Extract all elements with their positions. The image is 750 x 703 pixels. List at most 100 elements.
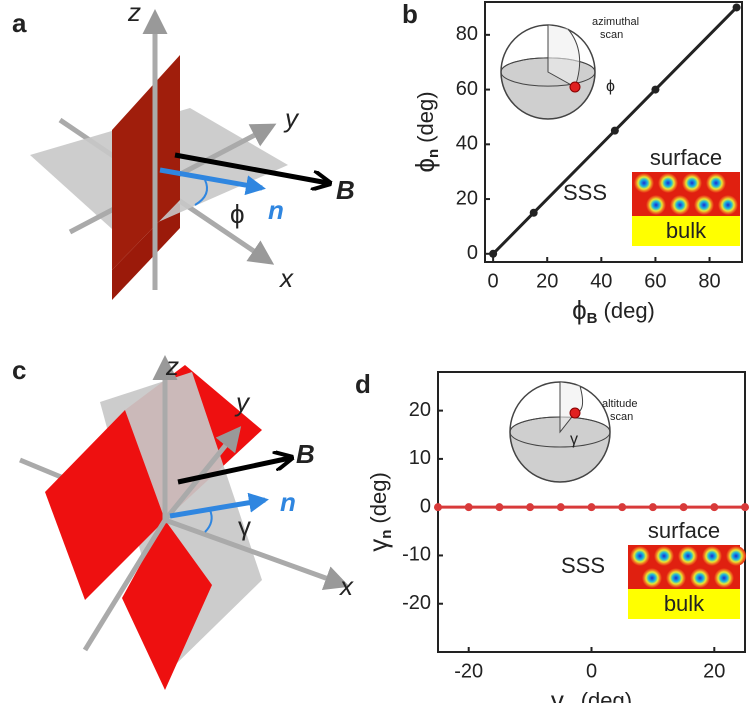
vector-label: B (336, 175, 355, 205)
vector-label: n (280, 487, 296, 517)
inset-angle: ϕ (606, 78, 615, 95)
bulk-layer (628, 589, 740, 619)
inset-text: bulk (666, 218, 707, 243)
plane (100, 372, 262, 668)
y-tick-label: -10 (402, 544, 431, 566)
angle-arc (204, 509, 213, 533)
axis-title-unit: (deg) (581, 688, 632, 703)
sss-spot (702, 546, 722, 566)
y-tick-label: 80 (456, 23, 478, 45)
normal-arrow (159, 167, 266, 196)
axis-title-symbol: ϕ (410, 158, 440, 173)
inset-text: surface (648, 518, 720, 543)
y-tick-label: 40 (456, 133, 478, 155)
sss-spot (630, 546, 650, 566)
x-tick-label: -20 (454, 660, 483, 682)
x-tick-label: 20 (703, 660, 725, 682)
data-point (489, 249, 498, 258)
inset-text: scan (610, 411, 633, 423)
plane (112, 55, 180, 270)
axis-title: γn (deg) (363, 472, 395, 552)
scan-dot (569, 407, 581, 419)
data-point (434, 503, 442, 512)
axis-title-symbol: γ (363, 539, 393, 552)
inset-text: SSS (563, 180, 607, 205)
axis-title-subscript: n (425, 149, 442, 158)
vector-label: n (268, 195, 284, 225)
data-point (556, 503, 565, 512)
axis-title-symbol: ϕ (572, 295, 587, 325)
inset-text: altitude (602, 398, 637, 410)
axis-label: y (234, 387, 251, 417)
sss-spot (634, 173, 654, 193)
scan-dot (569, 81, 581, 93)
y-tick-label: 60 (456, 78, 478, 100)
axis-label: x (278, 263, 294, 293)
field-arrow (174, 152, 328, 183)
data-point (526, 503, 535, 512)
bulk-layer (632, 216, 740, 246)
data-point (679, 503, 688, 512)
axis-title-unit: (deg) (413, 91, 438, 142)
data-point (710, 503, 719, 512)
axis-title: ϕn (deg) (410, 91, 442, 172)
axis-title-symbol: γ (551, 685, 564, 703)
y-tick-label: 20 (409, 399, 431, 421)
y-tick-label: 20 (456, 187, 478, 209)
diagram-c: c z y x B n γ (12, 351, 354, 690)
axis-label: y (283, 103, 300, 133)
y-tick-label: -20 (402, 592, 431, 614)
vector-label: B (296, 439, 315, 469)
axis-title: ϕB (deg) (572, 295, 655, 327)
inset-text: surface (650, 145, 722, 170)
x-tick-label: 40 (590, 270, 612, 292)
axis-label: z (127, 0, 141, 27)
data-point (610, 126, 619, 135)
sss-spot (682, 173, 702, 193)
data-point (741, 503, 749, 512)
inset-text: bulk (664, 591, 705, 616)
sss-spot (706, 173, 726, 193)
sss-spot (654, 546, 674, 566)
plane (45, 410, 165, 600)
data-point (648, 503, 657, 512)
data-point (464, 503, 473, 512)
inset-text: azimuthal (592, 16, 639, 28)
axis-title-subscript: B (587, 310, 598, 327)
axis-label: x (338, 571, 354, 601)
data-point (732, 3, 741, 12)
x-tick-label: 0 (586, 660, 597, 682)
sss-spot (642, 568, 662, 588)
axis-title-subscript: n (378, 530, 395, 539)
angle-arc (194, 179, 208, 206)
sss-spot (646, 195, 666, 215)
sss-spot (726, 546, 746, 566)
sss-spot (666, 568, 686, 588)
axis (164, 517, 350, 590)
panel-label: a (12, 8, 27, 38)
angle-label: γ (238, 511, 251, 541)
axis-label: z (165, 351, 179, 381)
angle-label: ϕ (230, 199, 245, 229)
panel-label: b (402, 0, 418, 29)
sss-spot (718, 195, 738, 215)
x-tick-label: 60 (644, 270, 666, 292)
y-tick-label: 0 (420, 495, 431, 517)
inset-angle: γ (570, 431, 578, 448)
data-point (529, 208, 538, 217)
plane (122, 520, 212, 690)
sss-spot (694, 195, 714, 215)
field-arrow (177, 458, 290, 485)
inset-text: SSS (561, 553, 605, 578)
plot-frame (484, 1, 743, 263)
y-tick-label: 0 (467, 242, 478, 264)
axis-title: γB (deg) (551, 685, 632, 703)
sss-spot (658, 173, 678, 193)
y-tick-label: 10 (409, 447, 431, 469)
axis-title-subscript: B (564, 700, 575, 703)
axis (82, 518, 168, 652)
sss-spot (678, 546, 698, 566)
data-point (618, 503, 627, 512)
x-tick-label: 80 (698, 270, 720, 292)
